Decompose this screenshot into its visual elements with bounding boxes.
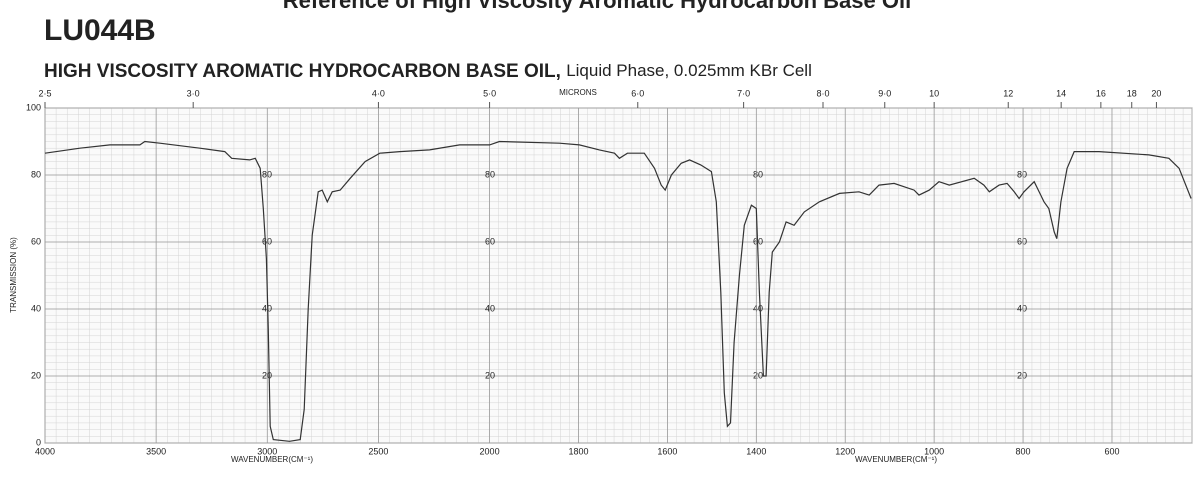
x-tick-label: 1600: [657, 446, 677, 456]
x2-tick-label: 20: [1151, 88, 1161, 98]
x-tick-label: 4000: [35, 446, 55, 456]
subtitle-bold: HIGH VISCOSITY AROMATIC HYDROCARBON BASE…: [44, 61, 561, 82]
x2-tick-label: 12: [1003, 88, 1013, 98]
x2-tick-label: 7·0: [737, 88, 750, 98]
x-tick-label: 3000: [257, 446, 277, 456]
spectrum-line: [44, 140, 1192, 442]
y-tick-label: 60: [1017, 236, 1027, 246]
y-tick-label: 60: [485, 236, 495, 246]
chart-subtitle: HIGH VISCOSITY AROMATIC HYDROCARBON BASE…: [44, 61, 812, 82]
spectrum-code: LU044B: [44, 14, 156, 47]
x2-tick-label: 16: [1096, 88, 1106, 98]
x-tick-label: 2000: [480, 446, 500, 456]
y-tick-label: 100: [26, 102, 41, 112]
y-tick-label: 40: [1017, 303, 1027, 313]
y-tick-label: 80: [485, 169, 495, 179]
y-tick-label: 0: [36, 437, 41, 447]
y-tick-label: 40: [753, 303, 763, 313]
y-tick-label: 20: [31, 370, 41, 380]
y-tick-label: 40: [485, 303, 495, 313]
y-tick-label: 80: [1017, 169, 1027, 179]
y-tick-label: 20: [485, 370, 495, 380]
x2-axis-label: MICRONS: [559, 88, 597, 97]
y-axis-label: TRANSMISSION (%): [9, 237, 18, 313]
x-tick-label: 3500: [146, 446, 166, 456]
x2-tick-label: 10: [929, 88, 939, 98]
x-axis-label: WAVENUMBER(CM⁻¹): [855, 455, 937, 464]
x-tick-label: 1400: [746, 446, 766, 456]
x-tick-label: 1200: [835, 446, 855, 456]
y-tick-label: 20: [753, 370, 763, 380]
x2-tick-label: 18: [1127, 88, 1137, 98]
y-tick-label: 40: [31, 303, 41, 313]
x2-tick-label: 14: [1056, 88, 1066, 98]
x-tick-label: 2500: [368, 446, 388, 456]
x-tick-label: 1800: [568, 446, 588, 456]
y-tick-label: 80: [753, 169, 763, 179]
x2-tick-label: 4·0: [372, 88, 385, 98]
x-tick-label: 600: [1104, 446, 1119, 456]
x2-tick-label: 3·0: [187, 88, 200, 98]
x2-tick-label: 2·5: [38, 88, 51, 98]
y-tick-label: 60: [31, 236, 41, 246]
subtitle: Liquid Phase, 0.025mm KBr Cell: [566, 61, 812, 80]
x2-tick-label: 8·0: [816, 88, 829, 98]
x-tick-label: 800: [1016, 446, 1031, 456]
y-tick-label: 80: [31, 169, 41, 179]
chart-title: Reference of High Viscosity Aromatic Hyd…: [283, 0, 911, 13]
x-axis-label: WAVENUMBER(CM⁻¹): [231, 455, 313, 464]
y-tick-label: 20: [1017, 370, 1027, 380]
x-tick-label: 1000: [924, 446, 944, 456]
x2-tick-label: 6·0: [631, 88, 644, 98]
x2-tick-label: 9·0: [878, 88, 891, 98]
x2-tick-label: 5·0: [483, 88, 496, 98]
